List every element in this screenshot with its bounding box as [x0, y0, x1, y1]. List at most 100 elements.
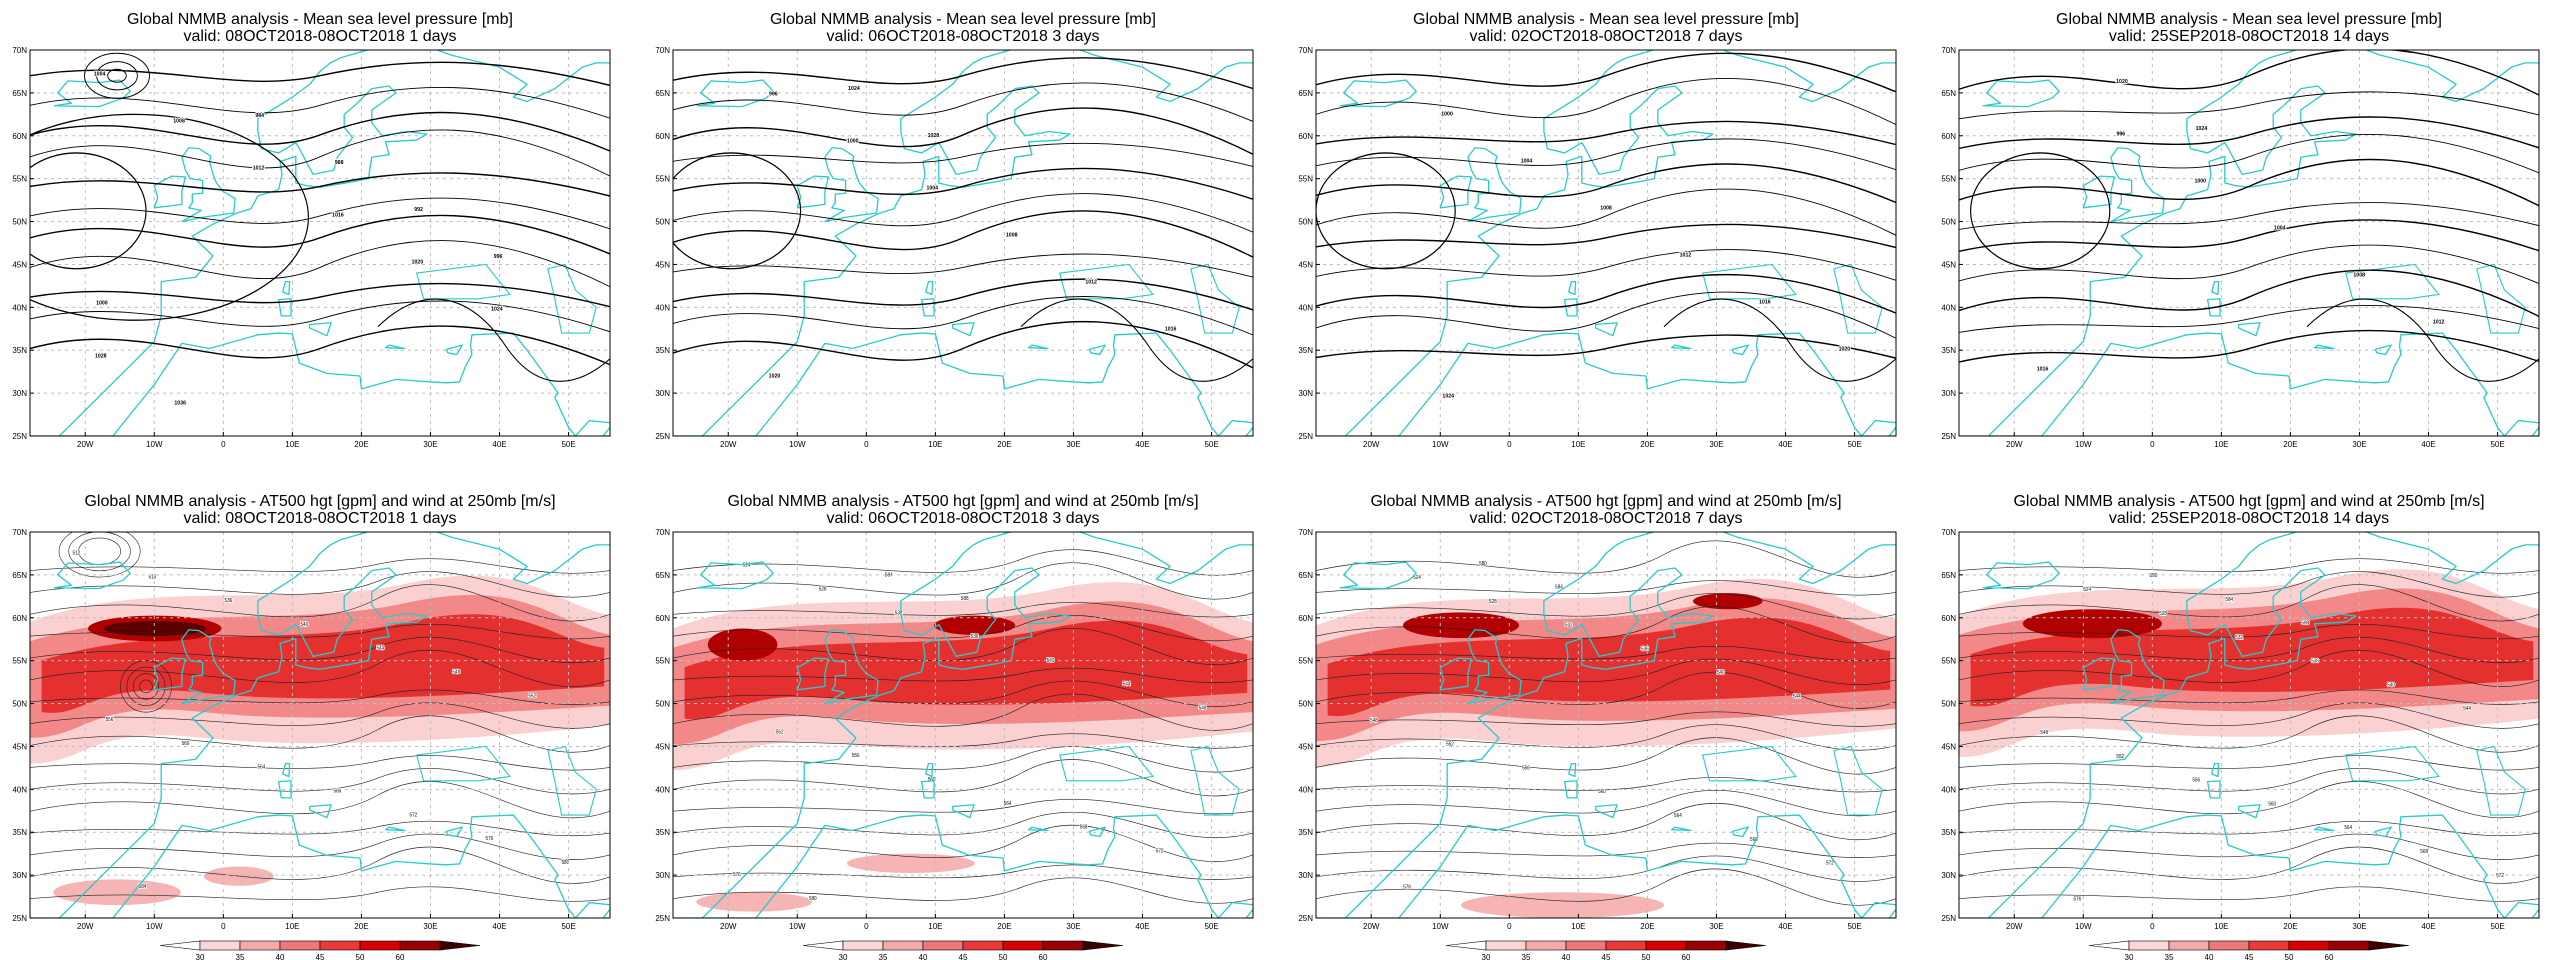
isobar-line — [1020, 298, 1253, 382]
height-label: 572 — [1826, 860, 1834, 866]
isobar-label: 996 — [494, 254, 503, 260]
coastline — [926, 764, 933, 777]
colorbar-tick-label: 40 — [919, 953, 928, 960]
colorbar-tick-label: 50 — [999, 953, 1008, 960]
lat-tick-label: 65N — [655, 89, 670, 98]
coastline — [2315, 345, 2334, 348]
isobar-label: 1036 — [174, 400, 186, 406]
isobar-line — [30, 325, 610, 366]
z500-panel-2: Global NMMB analysis - AT500 hgt [gpm] a… — [655, 493, 1254, 960]
height-label: 580 — [561, 860, 569, 866]
colorbar-tick-label: 40 — [276, 953, 285, 960]
coastline — [825, 148, 878, 222]
lat-tick-label: 60N — [655, 614, 670, 623]
lat-tick-label: 55N — [1298, 657, 1313, 666]
lat-tick-label: 65N — [12, 89, 27, 98]
high-centre-isobar — [30, 113, 309, 321]
colorbar-swatch — [2208, 940, 2250, 951]
lat-tick-label: 35N — [655, 828, 670, 837]
isobar-line — [1959, 202, 2539, 230]
lon-tick-label: 20E — [997, 922, 1011, 931]
coastline — [1672, 827, 1691, 830]
height-contour — [1316, 737, 1896, 775]
lat-tick-label: 35N — [1298, 346, 1313, 355]
isobar-label: 1016 — [2037, 366, 2049, 372]
lat-tick-label: 30N — [1298, 871, 1313, 880]
low-centre-isobar — [96, 61, 138, 91]
colorbar-left-triangle — [159, 940, 201, 951]
height-label: 556 — [1522, 765, 1530, 771]
lat-tick-label: 30N — [655, 871, 670, 880]
height-contour — [30, 702, 610, 729]
lon-tick-label: 20W — [1363, 440, 1380, 449]
coastline — [279, 299, 291, 316]
coastline — [283, 282, 290, 295]
wind-colorbar: 30 35 40 45 50 60 — [2088, 940, 2410, 960]
lon-tick-label: 30E — [423, 922, 437, 931]
colorbar-left-triangle — [802, 940, 844, 951]
lat-tick-label: 65N — [12, 571, 27, 580]
plot-frame — [672, 531, 1254, 919]
height-contour — [1959, 637, 2539, 663]
coastline — [182, 148, 235, 222]
lon-tick-label: 50E — [1204, 922, 1218, 931]
height-label: 584 — [1555, 584, 1563, 590]
isobar-line — [30, 214, 610, 255]
height-label: 540 — [1717, 670, 1725, 676]
isobar-label: 1028 — [928, 133, 940, 139]
height-contour — [1959, 571, 2539, 598]
isobar-line — [30, 240, 610, 288]
colorbar-tick-label: 50 — [356, 953, 365, 960]
panel-subtitle: valid: 06OCT2018-08OCT2018 3 days — [826, 28, 1099, 45]
panel-title: Global NMMB analysis - AT500 hgt [gpm] a… — [727, 493, 1198, 510]
coastline — [446, 827, 462, 836]
lon-tick-label: 30E — [423, 440, 437, 449]
height-contour — [1959, 768, 2539, 795]
lon-tick-label: 30E — [1709, 440, 1723, 449]
colorbar-tick-label: 60 — [1039, 953, 1048, 960]
isobar-line — [30, 61, 610, 87]
map-content: 996 1000 1004 1008 1012 1016 1020 1024 — [1959, 50, 2539, 478]
height-contour — [30, 689, 610, 705]
colorbar-tick-label: 45 — [2245, 953, 2254, 960]
height-label: 556 — [106, 717, 114, 723]
colorbar-left-triangle — [2088, 940, 2130, 951]
lat-tick-label: 65N — [1298, 571, 1313, 580]
lat-tick-label: 30N — [1941, 389, 1956, 398]
lon-tick-label: 20W — [2006, 440, 2023, 449]
height-contour — [30, 624, 610, 640]
coastline — [2239, 805, 2260, 818]
colorbar-swatch — [1685, 940, 1727, 951]
low-centre-contour — [58, 532, 141, 578]
height-label: 556 — [2192, 777, 2200, 783]
lon-tick-label: 10W — [2075, 440, 2092, 449]
height-label: 576 — [1403, 884, 1411, 890]
lat-tick-label: 60N — [1941, 614, 1956, 623]
colorbar-right-triangle — [2368, 940, 2410, 951]
wind-colorbar: 30 35 40 45 50 60 — [1445, 940, 1767, 960]
colorbar-swatch — [399, 940, 441, 951]
lon-tick-label: 50E — [2490, 440, 2504, 449]
isobar-label: 1000 — [847, 138, 859, 144]
height-label: 552 — [2116, 754, 2124, 760]
isobar-line — [30, 300, 610, 333]
lat-tick-label: 40N — [1298, 303, 1313, 312]
height-label: 536 — [1641, 646, 1649, 652]
lat-tick-label: 65N — [1298, 89, 1313, 98]
height-label: 572 — [410, 812, 418, 818]
map-content: 996 1000 1004 1008 1012 1016 1020 1024 1028 — [673, 41, 1253, 478]
isobar-label: 996 — [2116, 131, 2125, 137]
height-label: 556 — [852, 753, 860, 759]
colorbar-tick-label: 35 — [2165, 953, 2174, 960]
height-label: 524 — [2083, 587, 2091, 593]
height-label: 564 — [258, 765, 266, 771]
coastline — [1596, 805, 1617, 818]
coastline — [1468, 630, 1521, 704]
coastline — [1440, 658, 1471, 690]
colorbar-tick-label: 30 — [196, 953, 205, 960]
lat-tick-label: 65N — [1941, 89, 1956, 98]
lon-tick-label: 40E — [2421, 922, 2435, 931]
lat-tick-label: 55N — [12, 175, 27, 184]
height-label: 536 — [225, 598, 233, 604]
